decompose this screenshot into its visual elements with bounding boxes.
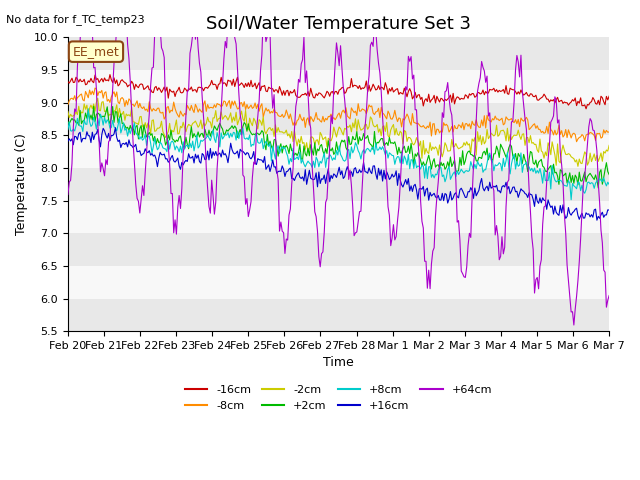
Bar <box>68 266 609 299</box>
Text: No data for f_TC_temp23: No data for f_TC_temp23 <box>6 14 145 25</box>
Bar <box>68 233 609 266</box>
Bar <box>68 70 609 103</box>
Bar <box>68 135 609 168</box>
Title: Soil/Water Temperature Set 3: Soil/Water Temperature Set 3 <box>206 15 471 33</box>
X-axis label: Time: Time <box>323 357 354 370</box>
Bar <box>68 299 609 331</box>
Text: EE_met: EE_met <box>72 45 119 58</box>
Bar <box>68 103 609 135</box>
Legend: -16cm, -8cm, -2cm, +2cm, +8cm, +16cm, +64cm: -16cm, -8cm, -2cm, +2cm, +8cm, +16cm, +6… <box>180 381 497 415</box>
Bar <box>68 37 609 70</box>
Y-axis label: Temperature (C): Temperature (C) <box>15 133 28 235</box>
Bar <box>68 201 609 233</box>
Bar <box>68 168 609 201</box>
